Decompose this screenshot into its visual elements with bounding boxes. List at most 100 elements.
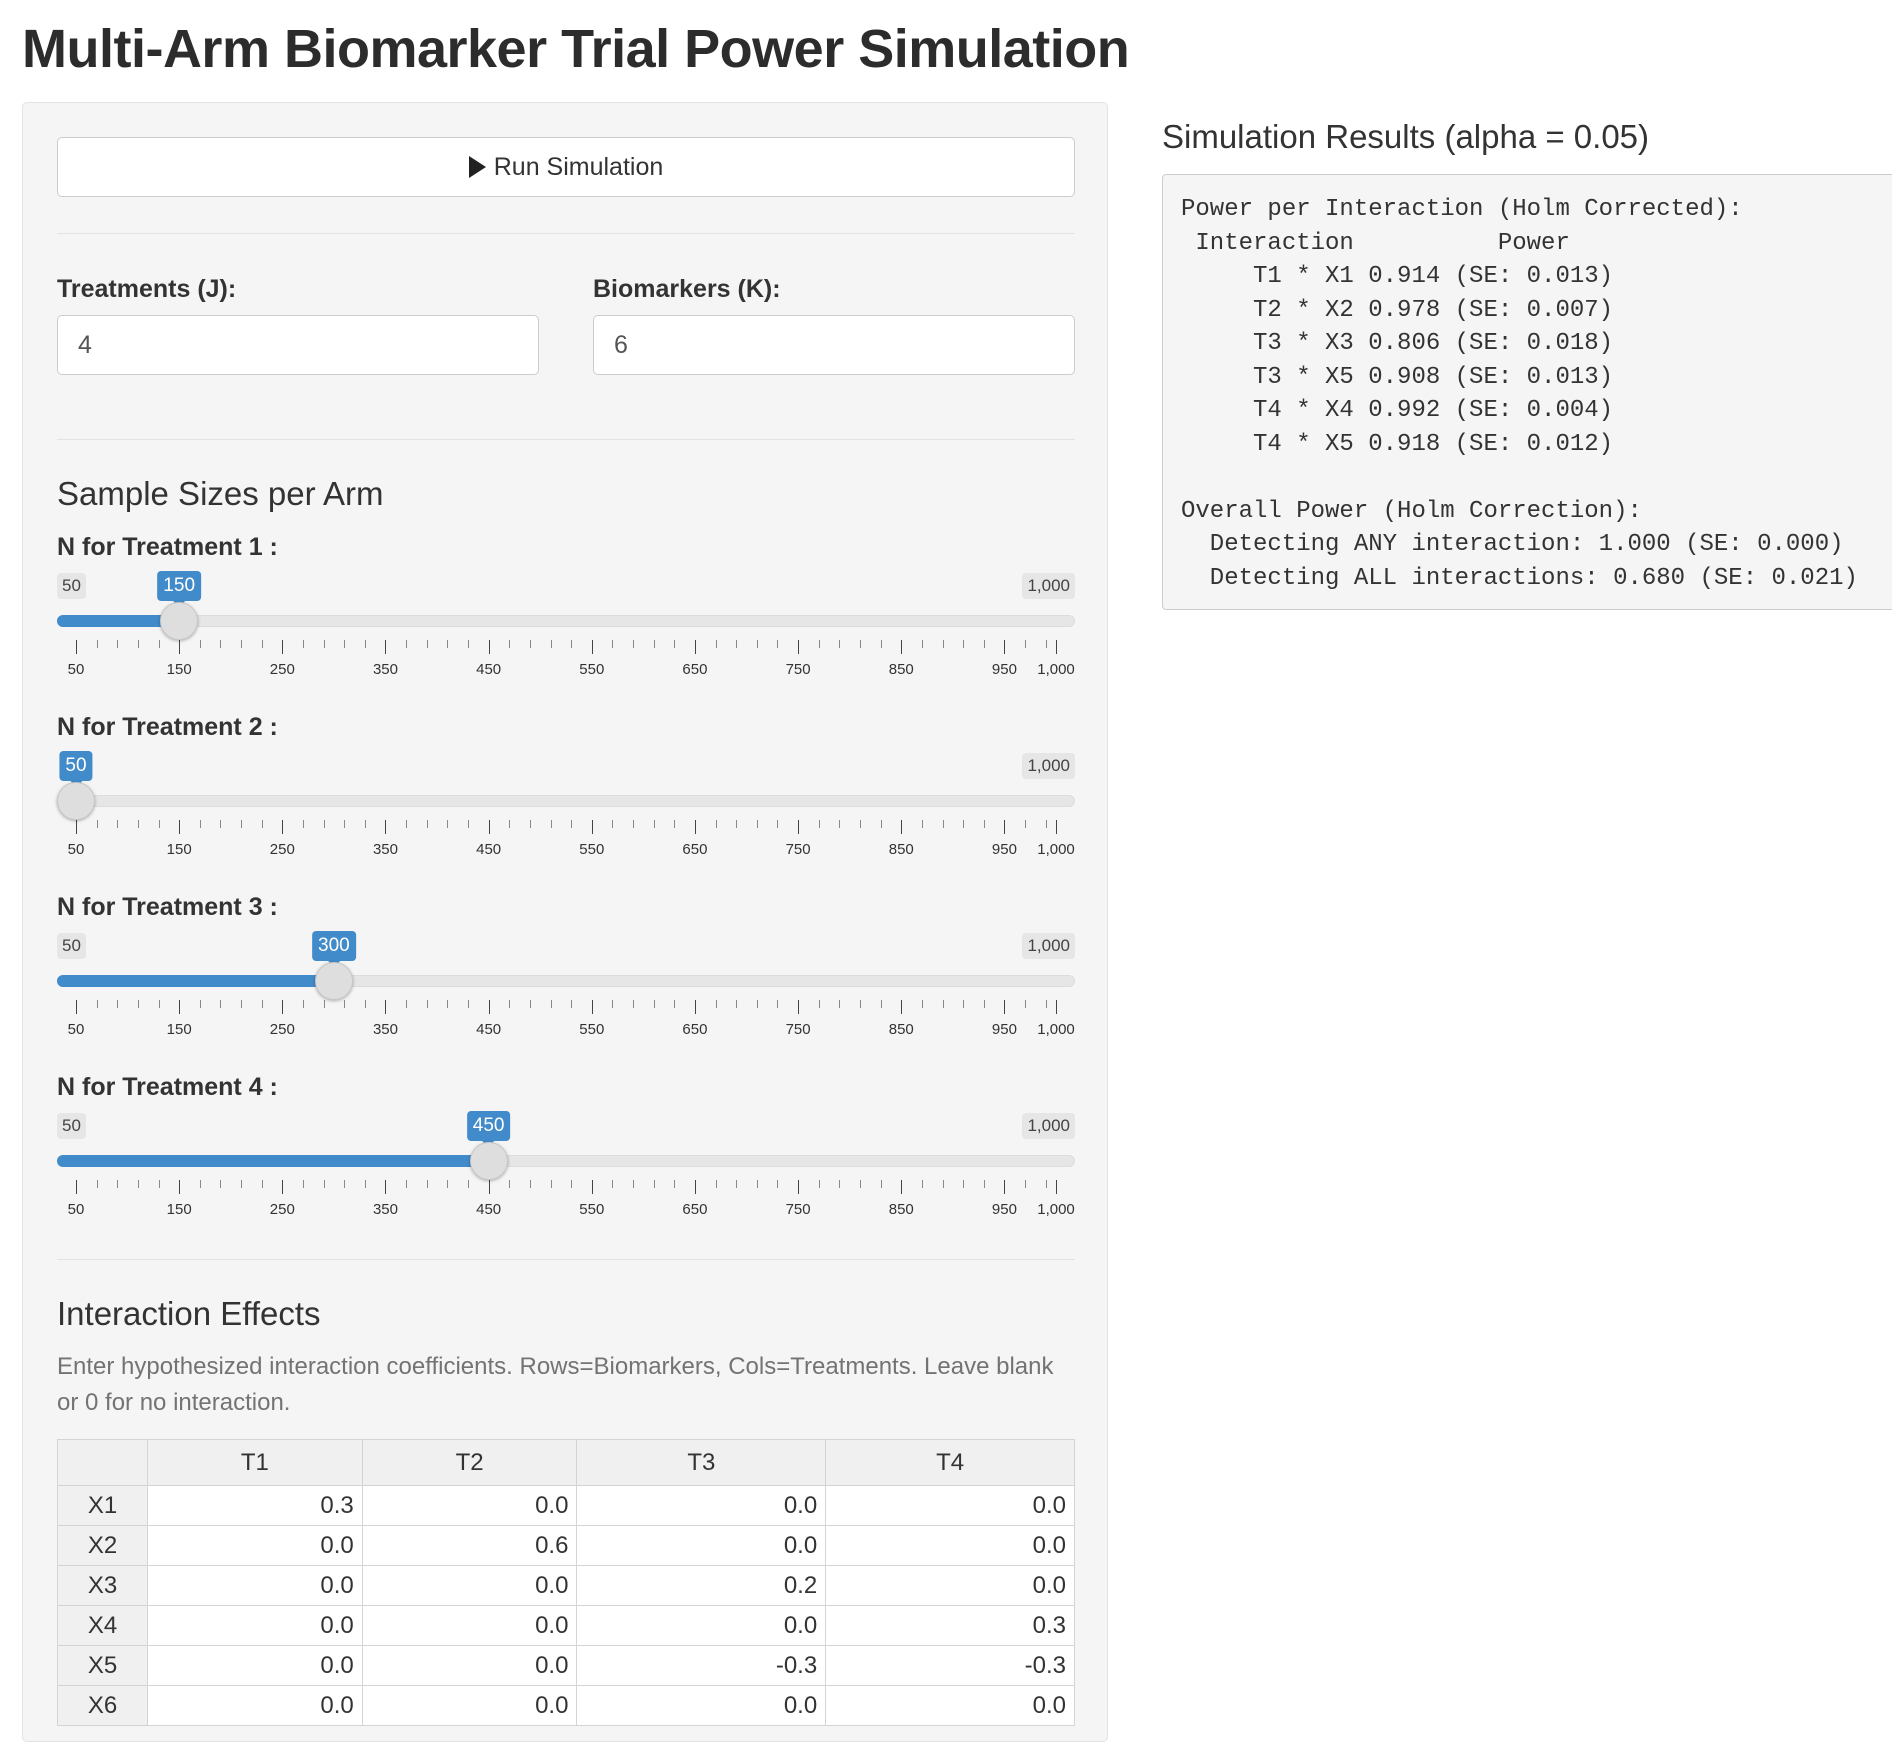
matrix-cell[interactable]: 0.0 [147, 1525, 363, 1566]
slider-minor-tick [406, 1000, 408, 1008]
slider-handle[interactable] [314, 962, 353, 1000]
slider-tick-label: 850 [888, 661, 914, 678]
matrix-cell[interactable]: 0.0 [825, 1525, 1075, 1566]
slider-minor-tick [942, 1000, 944, 1008]
slider-fill [57, 1155, 489, 1167]
slider-minor-tick [736, 1180, 738, 1188]
slider-treatment-4: N for Treatment 4 : 50 1,000 450 50 150 250 350… [57, 1073, 1075, 1243]
matrix-cell[interactable]: 0.0 [576, 1485, 827, 1526]
matrix-cell[interactable]: 0.0 [361, 1485, 578, 1526]
slider-min-label: 50 [57, 573, 86, 599]
slider-label: N for Treatment 1 : [57, 533, 278, 561]
slider-label: N for Treatment 3 : [57, 893, 278, 921]
slider-minor-tick [406, 820, 408, 828]
slider-minor-tick [1045, 1180, 1047, 1188]
slider-minor-tick [571, 1180, 573, 1188]
slider-minor-tick [880, 1180, 882, 1188]
slider-minor-tick [302, 640, 304, 648]
matrix-cell[interactable]: 0.3 [147, 1485, 363, 1526]
slider-minor-tick [921, 1180, 923, 1188]
slider-minor-tick [756, 1180, 758, 1188]
slider-minor-tick [199, 1180, 201, 1188]
treatments-input[interactable]: 4 [57, 315, 539, 375]
slider-minor-tick [612, 820, 614, 828]
matrix-cell[interactable]: 0.0 [361, 1645, 578, 1686]
slider-tick-label: 550 [579, 841, 605, 858]
matrix-cell[interactable]: 0.0 [361, 1685, 578, 1726]
matrix-cell[interactable]: 0.0 [576, 1605, 827, 1646]
slider-minor-tick [220, 820, 222, 828]
play-icon [468, 156, 486, 178]
slider-minor-tick [756, 820, 758, 828]
matrix-cell[interactable]: 0.0 [825, 1485, 1075, 1526]
slider-tick [179, 820, 181, 834]
matrix-cell[interactable]: 0.0 [825, 1685, 1075, 1726]
matrix-cell[interactable]: 0.0 [576, 1685, 827, 1726]
slider-tick [385, 820, 387, 834]
slider-minor-tick [447, 1000, 449, 1008]
slider-label: N for Treatment 4 : [57, 1073, 278, 1101]
slider-minor-tick [1045, 640, 1047, 648]
slider-tick [76, 640, 77, 654]
matrix-cell[interactable]: -0.3 [825, 1645, 1075, 1686]
slider-minor-tick [818, 1180, 820, 1188]
slider-minor-tick [447, 640, 449, 648]
matrix-cell[interactable]: 0.2 [576, 1565, 827, 1606]
slider-minor-tick [1045, 1000, 1047, 1008]
matrix-cell[interactable]: 0.0 [825, 1565, 1075, 1606]
slider-minor-tick [364, 820, 366, 828]
slider-minor-tick [550, 1180, 552, 1188]
matrix-row-header: X6 [57, 1685, 148, 1726]
slider-tick-label: 450 [476, 1021, 502, 1038]
matrix-cell[interactable]: 0.0 [147, 1565, 363, 1606]
matrix-cell[interactable]: 0.0 [361, 1565, 578, 1606]
run-simulation-button[interactable]: Run Simulation [57, 137, 1075, 197]
slider-tick-label: 150 [166, 1021, 192, 1038]
slider-value-bubble: 50 [59, 751, 93, 787]
slider-treatment-1: N for Treatment 1 : 50 1,000 150 50 150 250 350… [57, 533, 1075, 703]
slider-minor-tick [468, 640, 469, 648]
slider-tick [488, 640, 490, 654]
matrix-cell[interactable]: 0.6 [361, 1525, 578, 1566]
biomarkers-input[interactable]: 6 [593, 315, 1075, 375]
slider-minor-tick [612, 640, 614, 648]
slider-tick-label: 550 [579, 1201, 605, 1218]
slider-minor-tick [158, 640, 160, 648]
matrix-cell[interactable]: -0.3 [576, 1645, 827, 1686]
matrix-cell[interactable]: 0.0 [576, 1525, 827, 1566]
interaction-help-text: Enter hypothesized interaction coefficie… [57, 1353, 1054, 1416]
slider-label: N for Treatment 2 : [57, 713, 278, 741]
slider-tick [798, 1180, 800, 1194]
slider-minor-tick [1045, 820, 1047, 828]
matrix-cell[interactable]: 0.0 [147, 1685, 363, 1726]
slider-tick [179, 1180, 181, 1194]
slider-handle[interactable] [469, 1142, 508, 1180]
slider-minor-tick [468, 1180, 469, 1188]
matrix-header-row: T1 T2 T3 T4 [57, 1439, 1075, 1486]
slider-tick-label: 650 [682, 661, 708, 678]
matrix-cell[interactable]: 0.0 [147, 1645, 363, 1686]
slider-minor-tick [344, 640, 346, 648]
matrix-cell[interactable]: 0.0 [361, 1605, 578, 1646]
slider-tick [1004, 1180, 1006, 1194]
slider-minor-tick [158, 1000, 160, 1008]
input-panel: Run Simulation Treatments (J): 4 Biomark… [22, 102, 1108, 1742]
slider-handle[interactable] [57, 782, 95, 820]
slider-minor-tick [550, 1000, 552, 1008]
slider-minor-tick [509, 1180, 511, 1188]
slider-tick [385, 1180, 387, 1194]
slider-minor-tick [158, 1180, 160, 1188]
slider-minor-tick [323, 640, 325, 648]
slider-tick-label: 650 [682, 841, 708, 858]
slider-minor-tick [612, 1180, 614, 1188]
slider-tick-label: 150 [166, 841, 192, 858]
interaction-effects-title: Interaction Effects [57, 1295, 321, 1332]
slider-track[interactable] [57, 795, 1075, 807]
slider-track[interactable] [57, 615, 1075, 627]
matrix-cell[interactable]: 0.3 [825, 1605, 1075, 1646]
slider-handle[interactable] [160, 602, 199, 640]
slider-minor-tick [612, 1000, 614, 1008]
slider-minor-tick [323, 820, 325, 828]
matrix-cell[interactable]: 0.0 [147, 1605, 363, 1646]
slider-minor-tick [550, 640, 552, 648]
